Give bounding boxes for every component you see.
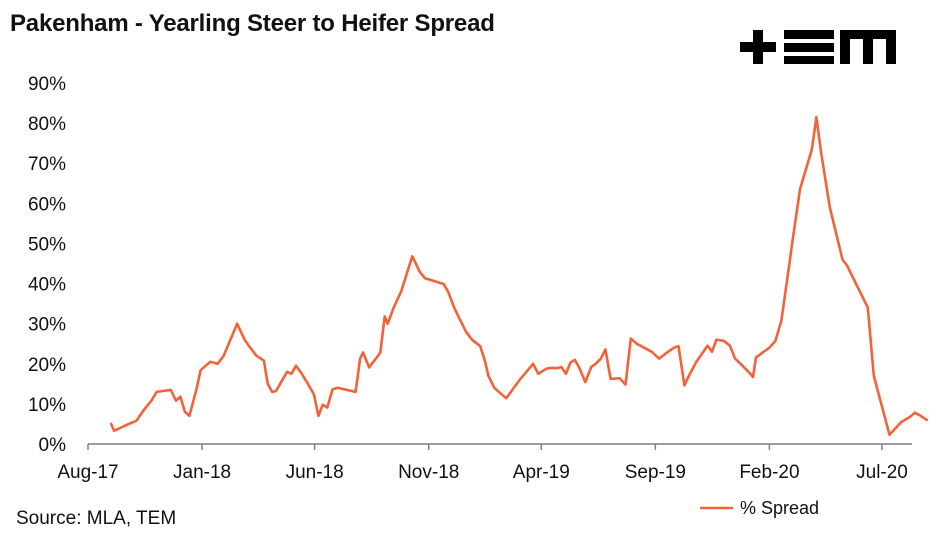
logo-m-mid bbox=[863, 30, 873, 64]
logo-plus-vertical bbox=[753, 30, 763, 64]
x-tick-label: Nov-18 bbox=[398, 462, 459, 483]
y-tick-label: 50% bbox=[28, 234, 66, 255]
y-tick-label: 80% bbox=[28, 114, 66, 135]
x-tick-label: Sep-19 bbox=[625, 462, 686, 483]
x-tick-label: Apr-19 bbox=[513, 462, 570, 483]
logo-m-right bbox=[886, 30, 896, 64]
y-tick-label: 40% bbox=[28, 275, 66, 296]
logo-e-bottom bbox=[784, 56, 834, 64]
tem-logo bbox=[740, 30, 896, 64]
logo-m-left bbox=[840, 30, 850, 64]
series-layer bbox=[109, 115, 929, 437]
logo-e-middle bbox=[784, 43, 834, 52]
y-tick-label: 60% bbox=[28, 194, 66, 215]
x-axis-ticks: Aug-17 Jan-18 Jun-18 Nov-18 Apr-19 Sep-19 Feb-… bbox=[57, 444, 908, 483]
x-tick-label: Aug-17 bbox=[57, 462, 118, 483]
source-note: Source: MLA, TEM bbox=[16, 508, 177, 529]
chart-title: Pakenham - Yearling Steer to Heifer Spre… bbox=[10, 10, 495, 37]
logo-e-top bbox=[784, 30, 834, 39]
x-tick-label: Jun-18 bbox=[286, 462, 344, 483]
legend-label: % Spread bbox=[740, 498, 819, 518]
series-line-spread bbox=[109, 115, 929, 437]
y-tick-label: 20% bbox=[28, 355, 66, 376]
y-tick-label: 0% bbox=[39, 435, 67, 456]
y-tick-label: 70% bbox=[28, 154, 66, 175]
y-tick-label: 10% bbox=[28, 395, 66, 416]
legend: % Spread bbox=[700, 498, 819, 518]
x-tick-label: Jul-20 bbox=[856, 462, 908, 483]
y-tick-label: 90% bbox=[28, 74, 66, 95]
x-tick-label: Jan-18 bbox=[173, 462, 231, 483]
x-tick-label: Feb-20 bbox=[739, 462, 799, 483]
y-axis-ticks: 0% 10% 20% 30% 40% 50% 60% 70% 80% 90% bbox=[28, 74, 66, 456]
y-tick-label: 30% bbox=[28, 315, 66, 336]
